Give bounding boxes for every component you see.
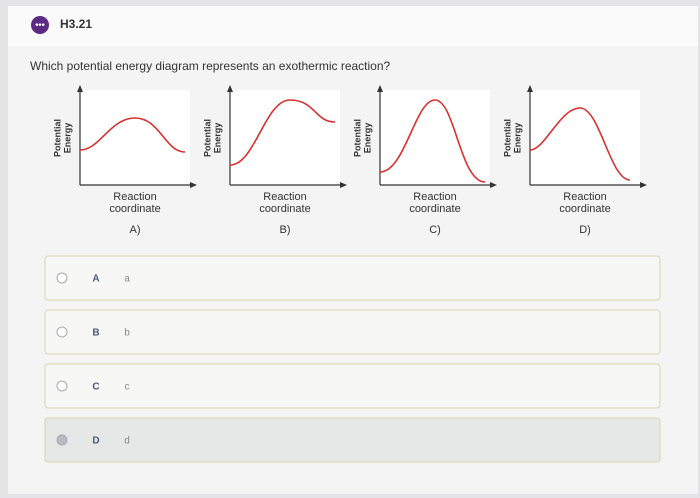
y-arrow — [377, 85, 383, 92]
x-arrow — [640, 182, 647, 188]
y-axis-label: Potential — [52, 119, 62, 157]
y-axis-label: Energy — [362, 123, 372, 154]
diagram-caption: A) — [130, 224, 141, 236]
y-arrow — [527, 85, 533, 92]
x-axis-label: Reaction — [113, 191, 156, 203]
energy-curve — [79, 117, 186, 153]
y-axis-label: Energy — [512, 123, 522, 154]
avatar-dots: ••• — [35, 19, 44, 29]
energy-curve — [229, 99, 336, 166]
option-box[interactable] — [44, 363, 661, 409]
diagrams: Potential EnergyReactioncoordinateA)Poten… — [52, 85, 647, 236]
option-letter: A — [92, 274, 99, 285]
option-letter: C — [92, 382, 99, 393]
top-bar — [8, 6, 698, 46]
diagram-caption: C) — [429, 224, 441, 236]
radio-button[interactable] — [56, 326, 68, 338]
y-axis-label: Potential — [502, 119, 512, 157]
option-box[interactable] — [44, 309, 661, 355]
option-text: c — [125, 382, 130, 393]
diagram-caption: B) — [280, 224, 291, 236]
option-letter: D — [92, 436, 99, 447]
radio-button[interactable] — [56, 272, 68, 284]
x-arrow — [190, 182, 197, 188]
x-arrow — [340, 182, 347, 188]
y-arrow — [77, 85, 83, 92]
x-axis-label: Reaction — [413, 191, 456, 203]
y-axis-label: Energy — [212, 123, 222, 154]
diagram-caption: D) — [579, 224, 591, 236]
y-axis-label: Energy — [62, 123, 72, 154]
x-axis-label: Reaction — [263, 191, 306, 203]
option-letter: B — [92, 328, 99, 339]
y-arrow — [227, 85, 233, 92]
x-axis-label: coordinate — [409, 203, 460, 215]
option-box[interactable] — [44, 417, 661, 463]
card — [8, 6, 698, 494]
option-text: a — [124, 274, 130, 285]
plot-area — [80, 90, 190, 185]
radio-button[interactable] — [56, 434, 68, 446]
avatar-icon — [31, 16, 49, 34]
question-id: H3.21 — [60, 17, 92, 31]
x-arrow — [490, 182, 497, 188]
plot-area — [530, 90, 640, 185]
y-axis-label: Potential — [202, 119, 212, 157]
energy-curve — [529, 107, 631, 181]
x-axis-label: coordinate — [559, 203, 610, 215]
plot-area — [380, 90, 490, 185]
x-axis-label: Reaction — [563, 191, 606, 203]
question-text: Which potential energy diagram represent… — [30, 59, 391, 73]
energy-curve — [379, 99, 486, 183]
x-axis-label: coordinate — [259, 203, 310, 215]
option-text: b — [124, 328, 130, 339]
x-axis-label: coordinate — [109, 203, 160, 215]
option-text: d — [124, 436, 130, 447]
option-box[interactable] — [44, 255, 661, 301]
radio-button[interactable] — [56, 380, 68, 392]
plot-area — [230, 90, 340, 185]
y-axis-label: Potential — [352, 119, 362, 157]
